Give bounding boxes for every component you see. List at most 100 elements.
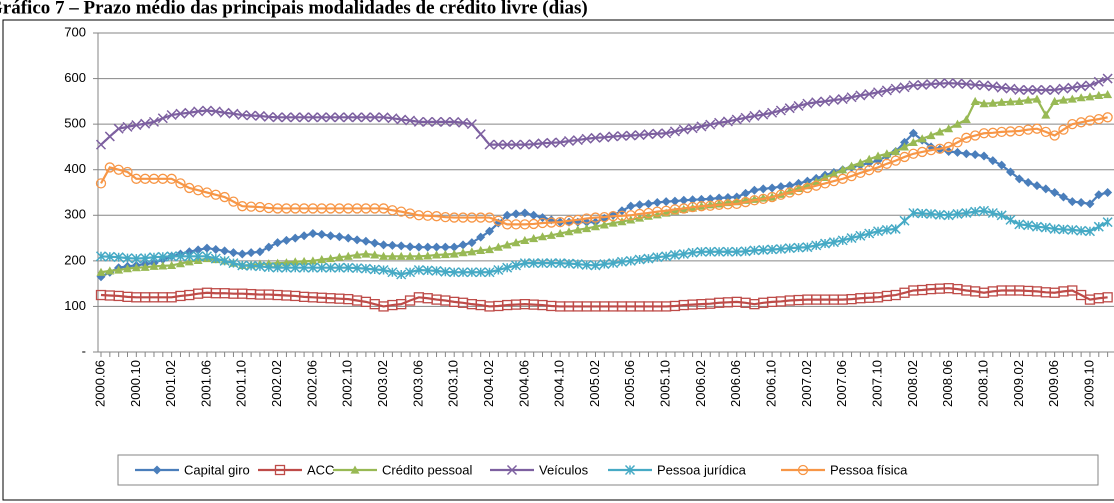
data-point	[95, 139, 107, 150]
data-point	[678, 248, 689, 260]
data-point	[281, 112, 292, 123]
data-point	[784, 103, 795, 114]
data-point	[520, 235, 530, 244]
data-point	[104, 251, 115, 262]
data-point	[758, 184, 768, 194]
data-point	[1032, 94, 1042, 103]
data-point	[1102, 292, 1113, 303]
data-point	[228, 258, 239, 269]
data-point	[193, 106, 204, 117]
data-point	[343, 251, 353, 260]
data-point	[714, 117, 725, 128]
data-point	[511, 238, 521, 247]
y-tick-label: 200	[64, 252, 86, 267]
data-point	[510, 260, 522, 271]
x-tick-label: 2006.10	[764, 360, 779, 407]
data-point	[299, 112, 310, 123]
x-tick-label: 2009.02	[1011, 360, 1026, 407]
data-point	[254, 110, 265, 121]
data-point	[1084, 80, 1095, 91]
data-point	[608, 131, 619, 142]
x-tick-label: 2008.10	[975, 360, 990, 407]
data-point	[281, 262, 292, 273]
data-point	[485, 244, 495, 254]
data-point	[917, 208, 928, 219]
data-point	[484, 139, 495, 150]
x-tick-label: 2007.02	[799, 360, 814, 407]
x-tick-label: 2004.02	[481, 360, 496, 407]
data-point	[696, 246, 707, 257]
data-point	[935, 127, 945, 136]
data-point	[432, 250, 442, 259]
data-point	[449, 116, 460, 127]
data-point	[872, 162, 884, 173]
data-point	[1040, 84, 1051, 95]
data-point	[740, 246, 751, 257]
data-point	[387, 267, 398, 278]
data-point	[449, 242, 459, 252]
data-point	[925, 79, 937, 90]
data-point	[299, 231, 309, 241]
data-point	[157, 113, 168, 124]
data-point	[131, 253, 142, 264]
legend-marker	[152, 465, 162, 475]
data-point	[387, 113, 398, 124]
data-point	[476, 245, 486, 254]
data-point	[423, 242, 433, 252]
data-point	[1103, 90, 1113, 99]
data-point	[273, 238, 283, 248]
chart-frame	[2, 19, 1114, 501]
data-point	[493, 242, 503, 251]
data-point	[149, 261, 159, 270]
data-point	[308, 256, 318, 265]
data-point	[890, 223, 901, 234]
data-point	[688, 195, 698, 205]
data-point	[246, 260, 257, 271]
data-point	[846, 170, 857, 182]
data-point	[396, 241, 406, 251]
data-point	[881, 158, 893, 169]
data-point	[1041, 184, 1051, 194]
data-point	[873, 226, 884, 237]
series-line	[100, 287, 1108, 308]
data-point	[387, 251, 397, 260]
data-point	[210, 106, 221, 117]
data-point	[1014, 96, 1024, 105]
data-point	[775, 243, 786, 255]
data-point	[908, 128, 918, 138]
data-point	[820, 238, 831, 249]
data-point	[325, 112, 336, 123]
data-point	[1014, 174, 1024, 184]
data-point	[1014, 219, 1025, 230]
data-point	[1076, 198, 1086, 208]
data-point	[193, 245, 203, 255]
data-point	[988, 98, 998, 107]
data-point	[1023, 84, 1034, 95]
data-point	[246, 110, 257, 121]
data-point	[767, 244, 778, 255]
data-point	[1023, 95, 1033, 104]
data-point	[961, 115, 971, 124]
data-point	[599, 259, 610, 270]
data-point	[643, 253, 654, 264]
y-tick-label: 100	[64, 298, 86, 313]
data-point	[696, 121, 707, 132]
data-point	[1058, 83, 1069, 94]
data-point	[520, 208, 530, 218]
data-point	[423, 251, 433, 260]
data-point	[572, 135, 583, 146]
data-point	[396, 114, 407, 125]
data-point	[228, 196, 239, 207]
data-point	[379, 240, 389, 250]
data-point	[590, 222, 600, 231]
data-point	[643, 211, 653, 220]
data-point	[828, 237, 839, 248]
legend-label: Capital giro	[184, 462, 250, 477]
data-point	[1049, 84, 1060, 95]
data-point	[431, 265, 442, 276]
data-point	[467, 238, 477, 248]
data-point	[167, 260, 177, 270]
data-point	[281, 258, 291, 267]
data-point	[184, 251, 195, 262]
data-point	[1076, 81, 1087, 92]
